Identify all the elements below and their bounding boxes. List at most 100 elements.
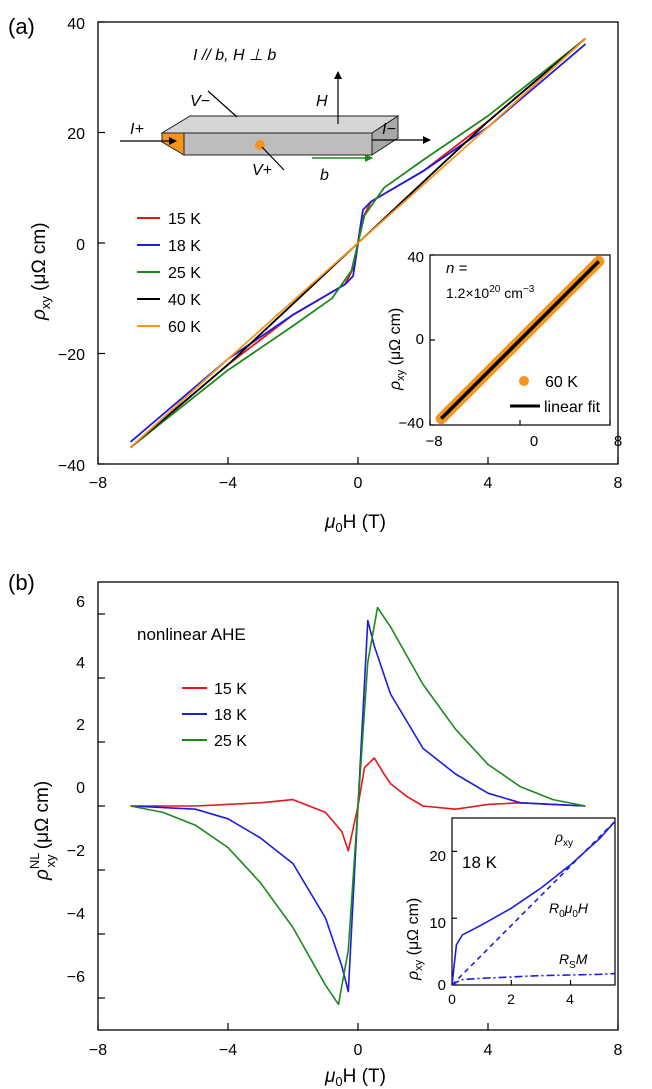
series-line-15k: [130, 757, 586, 852]
panel-a-series: [129, 37, 587, 449]
sample-top-face: [160, 115, 400, 134]
panel-b-xtick: 8: [614, 1042, 623, 1059]
inset-a-legend-label: 60 K: [545, 374, 578, 391]
panel-b-ytick: 6: [76, 594, 85, 611]
inset-a-series: [435, 255, 605, 425]
panel-b-ytick: 0: [76, 780, 85, 797]
legend-item-18k: 18 K: [137, 238, 201, 255]
panel-a-axes: [97, 21, 619, 465]
inset-a-n-label: n =: [446, 260, 468, 277]
inset-b-series: [451, 820, 616, 986]
panel-a-ytick: 20: [67, 126, 85, 143]
legend-item-15k: 15 K: [182, 681, 247, 698]
panel-a-ytick: −40: [58, 458, 85, 475]
legend-label: 25 K: [168, 265, 201, 282]
legend-label: 15 K: [168, 211, 201, 228]
b-label: b: [320, 167, 329, 184]
panel-a-ylabel: ρxy (μΩ cm): [29, 222, 53, 321]
panel-a-ytick: 0: [76, 237, 85, 254]
panel-b-xtick: −8: [89, 1042, 107, 1059]
panel-a-xlabel: μ0H (T): [324, 512, 386, 535]
schematic-title: I // b, H ⊥ b: [193, 47, 276, 64]
sample-schematic: I // b, H ⊥ b V− V+ I+ I− H b: [120, 47, 431, 184]
series-line-r0μ0h: [451, 820, 616, 986]
panel-b-ytick: −4: [67, 906, 85, 923]
legend-label: 18 K: [214, 707, 247, 724]
v-minus-label: V−: [190, 93, 210, 110]
panel-b-ytick: −2: [67, 843, 85, 860]
panel-b-xtick: 0: [354, 1042, 363, 1059]
series-line-ρxy: [451, 820, 616, 986]
panel-a-xtick: 4: [484, 475, 493, 492]
panel-b-series: [130, 606, 586, 1006]
inset-b-rs-label: RSM: [559, 951, 588, 971]
i-minus-label: I−: [382, 121, 396, 138]
series-line-rsm: [451, 972, 616, 986]
legend-label: 15 K: [214, 681, 247, 698]
sample-right-face: [371, 115, 399, 156]
inset-b-xtick: 0: [448, 991, 456, 1007]
inset-b-r0-label: R0μ0H: [549, 900, 589, 920]
panel-b: (b) 6 4 2 0 −2 −4 −6 −8 −4 0 4 8 μ0H (T)…: [8, 570, 623, 1089]
inset-a-n-value: 1.2×1020 cm−3: [446, 284, 535, 301]
inset-b-temp-label: 18 K: [462, 853, 498, 872]
panel-a-xtick: −8: [89, 475, 107, 492]
panel-a-xtick: 8: [614, 475, 623, 492]
panel-b-annotation: nonlinear AHE: [137, 625, 246, 644]
panel-a-xtick: −4: [219, 475, 237, 492]
legend-item-25k: 25 K: [137, 265, 201, 282]
inset-b-xtick: 4: [566, 991, 574, 1007]
inset-b-frame: [451, 817, 616, 986]
v-plus-wire: [261, 146, 285, 171]
panel-a-legend: 15 K 18 K 25 K 40 K 60 K: [137, 211, 201, 336]
inset-a-legend-label: linear fit: [544, 399, 601, 416]
inset-b-xtick: 2: [507, 991, 515, 1007]
inset-a-ytick: −40: [399, 415, 424, 432]
legend-item-60k: 60 K: [137, 319, 201, 336]
legend-item-18k: 18 K: [182, 707, 247, 724]
inset-b-ytick: 0: [438, 977, 446, 994]
panel-b-legend: 15 K 18 K 25 K: [182, 681, 247, 750]
legend-item-15k: 15 K: [137, 211, 201, 228]
series-linear-fit: [440, 260, 600, 420]
panel-a-ytick: −20: [58, 347, 85, 364]
inset-b-ytick: 10: [429, 915, 446, 932]
panel-b-axes: [97, 613, 619, 1030]
inset-a-ytick: 0: [416, 331, 424, 348]
panel-b-ytick: 4: [76, 655, 85, 672]
inset-a-axes: [429, 254, 611, 426]
inset-a-xtick: 8: [614, 433, 622, 450]
legend-label: 18 K: [168, 238, 201, 255]
panel-b-label: (b): [8, 570, 35, 595]
series-line-25k: [130, 606, 586, 1006]
sample-front-face: [183, 132, 373, 156]
panel-a-xtick: 0: [354, 475, 363, 492]
legend-item-40k: 40 K: [137, 292, 201, 309]
panel-a: (a) 40 20 0 −20 −40 −8 −4 0 4 8 μ0H (T) …: [8, 14, 623, 535]
v-minus-wire: [207, 90, 238, 118]
panel-b-xlabel: μ0H (T): [324, 1066, 386, 1089]
panel-a-ytick: 40: [67, 16, 85, 33]
v-plus-label: V+: [252, 162, 272, 179]
inset-a-ytick: 40: [407, 249, 424, 266]
legend-label: 40 K: [168, 292, 201, 309]
inset-a-ylabel: ρxy (μΩ cm): [387, 308, 407, 391]
legend-label: 25 K: [214, 733, 247, 750]
panel-b-ylabel: ρNLxy (μΩ cm): [27, 781, 58, 881]
panel-a-inset: 40 0 −40 −8 0 8 ρxy (μΩ cm) n = 1.2×1020…: [387, 249, 622, 450]
inset-b-ylabel: ρxy (μΩ cm): [405, 898, 425, 981]
series-line-60k: [129, 37, 587, 449]
inset-a-xtick: −8: [425, 433, 442, 450]
legend-label: 60 K: [168, 319, 201, 336]
panel-a-label: (a): [8, 14, 35, 39]
legend-item-25k: 25 K: [182, 733, 247, 750]
inset-b-ytick: 20: [429, 848, 446, 865]
panel-b-ytick: 2: [76, 717, 85, 734]
panel-b-ytick: −6: [67, 969, 85, 986]
inset-a-legend-marker: [519, 376, 529, 386]
sample-left-contact: [161, 132, 185, 156]
inset-b-rho-label: ρxy: [554, 829, 573, 849]
panel-b-inset: 20 10 0 0 2 4 ρxy (μΩ cm) 18 K ρxy R0μ0H…: [405, 817, 616, 1007]
h-label: H: [316, 93, 328, 110]
